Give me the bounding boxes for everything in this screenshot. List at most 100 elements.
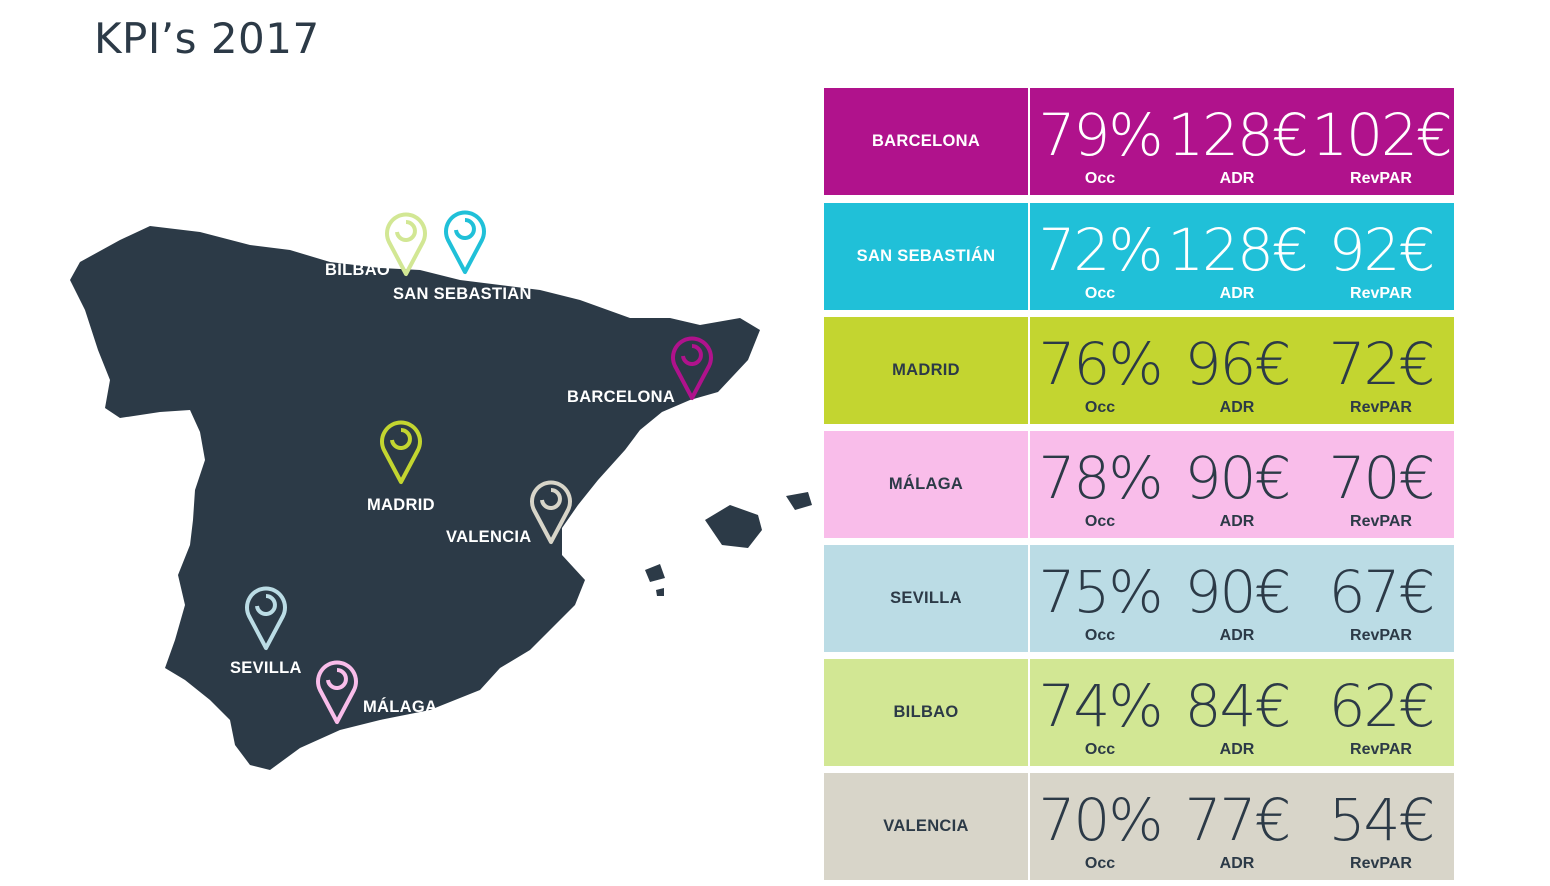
row-divider <box>1028 88 1030 195</box>
kpi-row-madrid: MADRID 76% Occ 96€ ADR 72€ RevPAR <box>824 317 1454 424</box>
revpar-value: 102€ <box>1311 101 1453 169</box>
location-pin-icon <box>385 212 427 276</box>
occ-label: Occ <box>1084 627 1116 644</box>
occ-metric: 79% Occ <box>1034 88 1166 195</box>
occ-metric: 75% Occ <box>1034 545 1166 652</box>
row-city-name: SAN SEBASTIÁN <box>856 247 996 265</box>
page-title: KPI’s 2017 <box>94 14 320 63</box>
occ-label: Occ <box>1084 170 1116 187</box>
occ-value: 75% <box>1038 558 1164 626</box>
occ-metric: 78% Occ <box>1034 431 1166 538</box>
adr-value: 90€ <box>1184 558 1292 626</box>
adr-value: 90€ <box>1184 444 1292 512</box>
occ-value: 74% <box>1038 672 1164 740</box>
revpar-value: 72€ <box>1328 330 1436 398</box>
revpar-metric: 54€ RevPAR <box>1308 773 1454 880</box>
occ-value: 76% <box>1038 330 1164 398</box>
mainland-spain-shape <box>70 226 760 770</box>
adr-label: ADR <box>1219 513 1255 530</box>
location-pin-icon <box>316 660 358 724</box>
location-pin-icon <box>530 480 572 544</box>
revpar-value: 67€ <box>1328 558 1436 626</box>
adr-label: ADR <box>1219 741 1255 758</box>
kpi-row-valencia: VALENCIA 70% Occ 77€ ADR 54€ RevPAR <box>824 773 1454 880</box>
revpar-label: RevPAR <box>1350 399 1412 416</box>
revpar-metric: 92€ RevPAR <box>1308 203 1454 310</box>
adr-metric: 128€ ADR <box>1166 88 1309 195</box>
revpar-metric: 72€ RevPAR <box>1308 317 1454 424</box>
occ-label: Occ <box>1084 513 1116 530</box>
adr-value: 84€ <box>1184 672 1292 740</box>
location-pin-icon <box>671 336 713 400</box>
map-label-malaga: MÁLAGA <box>363 698 438 716</box>
revpar-value: 62€ <box>1328 672 1436 740</box>
adr-metric: 84€ ADR <box>1166 659 1308 766</box>
occ-metric: 72% Occ <box>1034 203 1166 310</box>
map-label-barcelona: BARCELONA <box>567 388 676 406</box>
adr-metric: 90€ ADR <box>1166 545 1308 652</box>
adr-value: 128€ <box>1167 101 1309 169</box>
adr-label: ADR <box>1219 285 1255 302</box>
map-label-san-sebastian: SAN SEBASTIÁN <box>393 285 532 303</box>
kpi-row-sevilla: SEVILLA 75% Occ 90€ ADR 67€ RevPAR <box>824 545 1454 652</box>
occ-label: Occ <box>1084 285 1116 302</box>
map-label-sevilla: SEVILLA <box>230 659 302 677</box>
adr-label: ADR <box>1219 399 1255 416</box>
revpar-metric: 62€ RevPAR <box>1308 659 1454 766</box>
adr-value: 77€ <box>1184 786 1292 854</box>
occ-value: 78% <box>1038 444 1164 512</box>
map-label-valencia: VALENCIA <box>446 528 532 546</box>
revpar-value: 54€ <box>1328 786 1436 854</box>
occ-value: 79% <box>1038 101 1164 169</box>
location-pin-icon <box>245 586 287 650</box>
map-label-madrid: MADRID <box>367 496 435 514</box>
row-divider <box>1028 431 1030 538</box>
occ-value: 70% <box>1038 786 1164 854</box>
row-city-name: SEVILLA <box>890 589 962 607</box>
revpar-label: RevPAR <box>1350 285 1412 302</box>
revpar-metric: 102€ RevPAR <box>1308 88 1454 195</box>
row-city-name: VALENCIA <box>883 817 969 835</box>
ibiza-shape <box>645 564 665 582</box>
row-divider <box>1028 773 1030 880</box>
revpar-metric: 70€ RevPAR <box>1308 431 1454 538</box>
kpi-row-malaga: MÁLAGA 78% Occ 90€ ADR 70€ RevPAR <box>824 431 1454 538</box>
row-city-name: MADRID <box>892 361 960 379</box>
revpar-label: RevPAR <box>1350 855 1412 872</box>
occ-value: 72% <box>1038 216 1164 284</box>
adr-value: 128€ <box>1167 216 1309 284</box>
revpar-value: 70€ <box>1328 444 1436 512</box>
revpar-metric: 67€ RevPAR <box>1308 545 1454 652</box>
occ-metric: 70% Occ <box>1034 773 1166 880</box>
formentera-shape <box>656 588 664 596</box>
location-pin-icon <box>380 420 422 484</box>
row-divider <box>1028 203 1030 310</box>
adr-label: ADR <box>1219 170 1255 187</box>
adr-label: ADR <box>1219 855 1255 872</box>
row-city-name: MÁLAGA <box>888 475 964 493</box>
occ-metric: 76% Occ <box>1034 317 1166 424</box>
menorca-shape <box>786 492 812 510</box>
adr-metric: 128€ ADR <box>1166 203 1309 310</box>
adr-metric: 90€ ADR <box>1166 431 1308 538</box>
occ-label: Occ <box>1084 741 1116 758</box>
occ-label: Occ <box>1084 855 1116 872</box>
kpi-row-barcelona: BARCELONA 79% Occ 128€ ADR 102€ RevPAR <box>824 88 1454 195</box>
adr-value: 96€ <box>1184 330 1292 398</box>
row-city-name: BILBAO <box>893 703 959 721</box>
revpar-label: RevPAR <box>1350 627 1412 644</box>
mallorca-shape <box>705 505 762 548</box>
revpar-label: RevPAR <box>1350 170 1412 187</box>
kpi-row-san-sebastian: SAN SEBASTIÁN 72% Occ 128€ ADR 92€ RevPA… <box>824 203 1454 310</box>
adr-label: ADR <box>1219 627 1255 644</box>
row-divider <box>1028 545 1030 652</box>
row-divider <box>1028 659 1030 766</box>
adr-metric: 77€ ADR <box>1166 773 1308 880</box>
revpar-label: RevPAR <box>1350 741 1412 758</box>
spain-map <box>70 226 812 770</box>
adr-metric: 96€ ADR <box>1166 317 1308 424</box>
row-divider <box>1028 317 1030 424</box>
occ-label: Occ <box>1084 399 1116 416</box>
row-city-name: BARCELONA <box>871 132 981 150</box>
revpar-value: 92€ <box>1328 216 1436 284</box>
